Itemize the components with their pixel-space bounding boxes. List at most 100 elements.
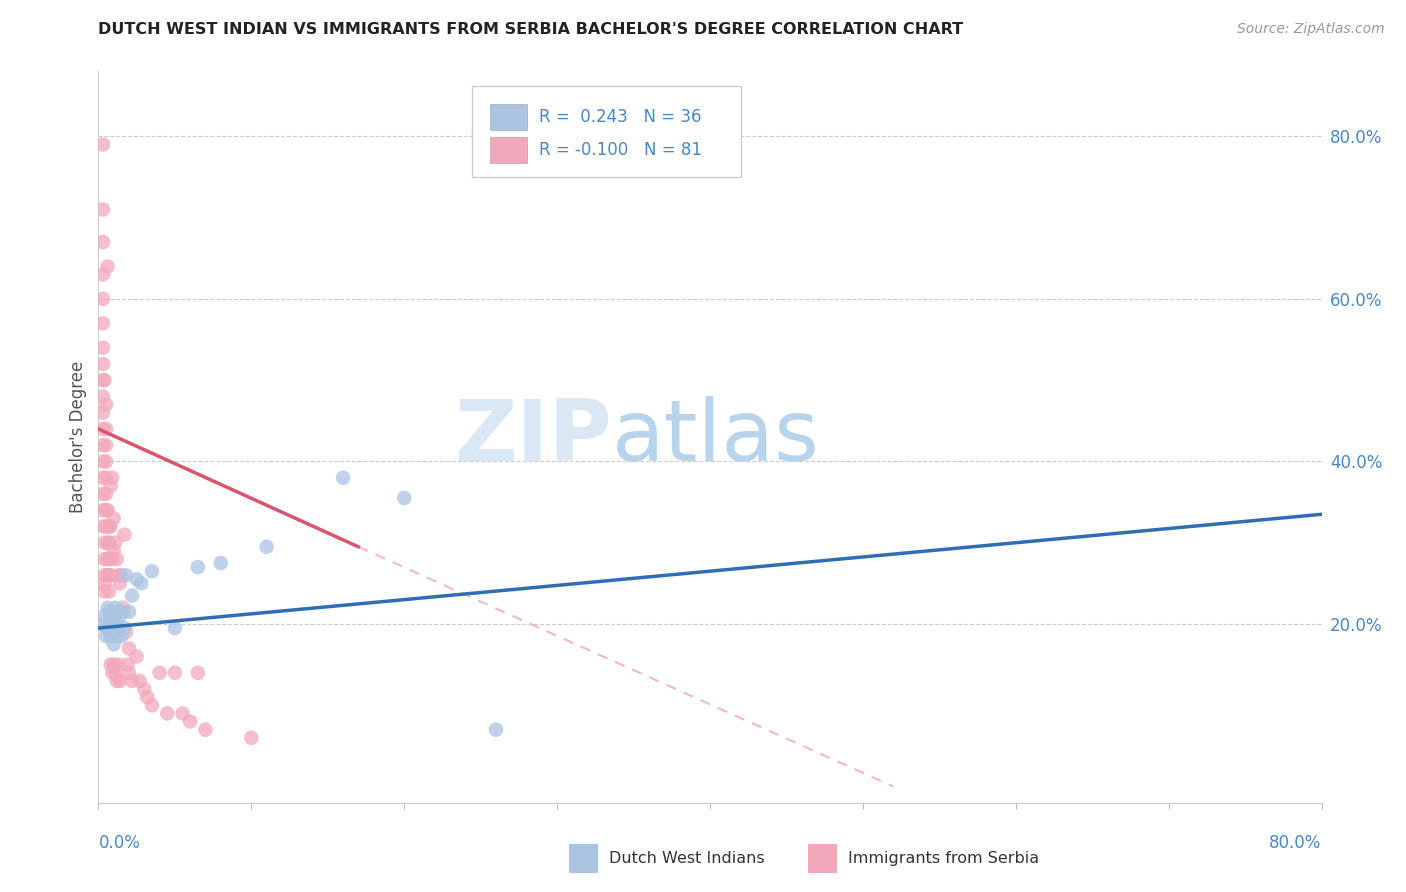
- Point: [98, 584, 121, 599]
- Point: [91, 422, 114, 436]
- Point: [108, 608, 131, 623]
- Point: [103, 621, 125, 635]
- Text: Source: ZipAtlas.com: Source: ZipAtlas.com: [1237, 22, 1385, 37]
- Point: [121, 589, 143, 603]
- Point: [121, 673, 143, 688]
- Point: [91, 341, 114, 355]
- Point: [128, 673, 150, 688]
- Point: [101, 625, 124, 640]
- Point: [98, 535, 121, 549]
- Point: [108, 673, 131, 688]
- Point: [125, 572, 148, 586]
- Point: [91, 357, 114, 371]
- Point: [163, 665, 186, 680]
- Point: [91, 503, 114, 517]
- Point: [93, 568, 115, 582]
- Text: atlas: atlas: [612, 395, 820, 479]
- Text: 0.0%: 0.0%: [98, 834, 141, 852]
- Point: [105, 629, 128, 643]
- Point: [91, 487, 114, 501]
- Point: [107, 568, 129, 582]
- Point: [93, 552, 115, 566]
- Point: [256, 540, 278, 554]
- Point: [98, 519, 121, 533]
- Point: [97, 503, 120, 517]
- Point: [98, 552, 121, 566]
- Point: [107, 621, 129, 635]
- Bar: [489, 137, 526, 162]
- Point: [194, 723, 217, 737]
- Point: [94, 454, 117, 468]
- FancyBboxPatch shape: [471, 86, 741, 178]
- Point: [93, 373, 115, 387]
- Text: 80.0%: 80.0%: [1270, 834, 1322, 852]
- Point: [97, 535, 120, 549]
- Point: [485, 723, 508, 737]
- Y-axis label: Bachelor's Degree: Bachelor's Degree: [69, 361, 87, 513]
- Point: [111, 600, 134, 615]
- Point: [91, 268, 114, 282]
- Point: [115, 568, 138, 582]
- Point: [101, 552, 124, 566]
- Point: [107, 605, 129, 619]
- Point: [103, 544, 125, 558]
- Point: [125, 649, 148, 664]
- Point: [392, 491, 416, 505]
- Point: [129, 576, 152, 591]
- Point: [91, 471, 114, 485]
- Point: [179, 714, 201, 729]
- Point: [110, 568, 132, 582]
- Point: [141, 564, 163, 578]
- Point: [172, 706, 194, 721]
- Point: [94, 471, 117, 485]
- Point: [103, 637, 125, 651]
- Point: [108, 576, 131, 591]
- Point: [141, 698, 163, 713]
- Point: [100, 479, 122, 493]
- Point: [100, 519, 122, 533]
- Point: [163, 621, 186, 635]
- Point: [94, 398, 117, 412]
- Point: [149, 665, 172, 680]
- Point: [93, 584, 115, 599]
- Point: [91, 389, 114, 403]
- Bar: [489, 104, 526, 130]
- Point: [118, 641, 141, 656]
- Point: [103, 613, 125, 627]
- Point: [98, 605, 121, 619]
- Text: DUTCH WEST INDIAN VS IMMIGRANTS FROM SERBIA BACHELOR'S DEGREE CORRELATION CHART: DUTCH WEST INDIAN VS IMMIGRANTS FROM SER…: [98, 22, 963, 37]
- Point: [93, 608, 115, 623]
- Point: [97, 600, 120, 615]
- Point: [91, 292, 114, 306]
- Point: [134, 681, 156, 696]
- Point: [103, 657, 125, 672]
- Text: R = -0.100   N = 81: R = -0.100 N = 81: [538, 141, 702, 159]
- Text: Dutch West Indians: Dutch West Indians: [609, 851, 765, 865]
- Point: [105, 552, 128, 566]
- Point: [101, 665, 124, 680]
- Point: [91, 617, 114, 632]
- Point: [104, 600, 127, 615]
- Point: [118, 665, 141, 680]
- Point: [91, 454, 114, 468]
- Point: [112, 527, 135, 541]
- Point: [187, 560, 209, 574]
- Point: [94, 503, 117, 517]
- Point: [332, 471, 354, 485]
- Point: [111, 605, 134, 619]
- Point: [91, 373, 114, 387]
- Point: [94, 621, 117, 635]
- Point: [105, 605, 128, 619]
- Point: [101, 471, 124, 485]
- Point: [91, 316, 114, 330]
- Point: [104, 665, 127, 680]
- Point: [97, 552, 120, 566]
- Point: [93, 535, 115, 549]
- Point: [94, 422, 117, 436]
- Point: [187, 665, 209, 680]
- Point: [94, 629, 117, 643]
- Point: [209, 556, 232, 570]
- Point: [110, 629, 132, 643]
- Point: [117, 657, 139, 672]
- Point: [94, 438, 117, 452]
